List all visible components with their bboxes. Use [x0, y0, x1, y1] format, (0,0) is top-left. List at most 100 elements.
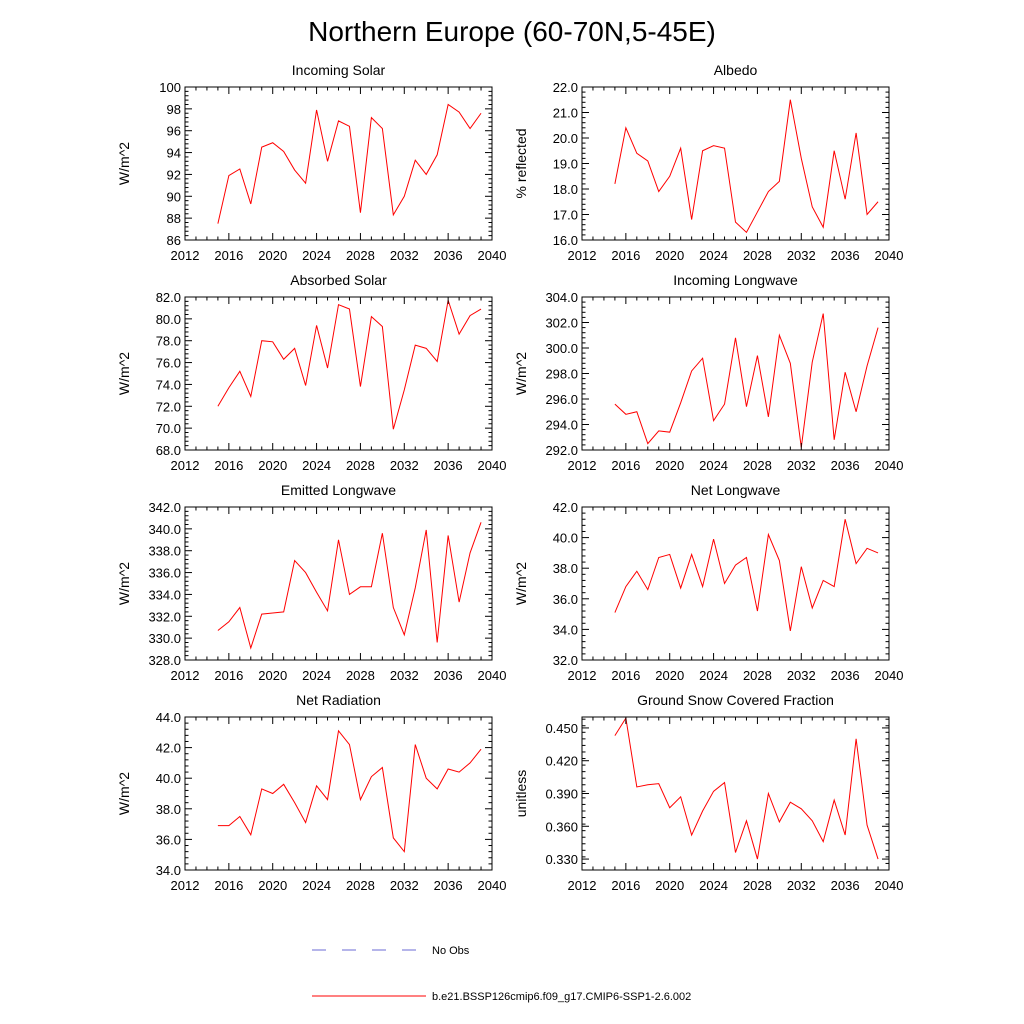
x-tick-label: 2024 — [302, 878, 331, 893]
y-tick-label: 98 — [167, 102, 181, 117]
panel-title: Incoming Longwave — [673, 272, 798, 288]
x-tick-label: 2012 — [171, 248, 200, 263]
y-axis-label: W/m^2 — [116, 562, 132, 605]
x-tick-label: 2020 — [655, 458, 684, 473]
y-tick-label: 76.0 — [156, 356, 181, 371]
x-tick-label: 2028 — [743, 668, 772, 683]
y-tick-label: 44.0 — [156, 710, 181, 725]
y-tick-label: 80.0 — [156, 312, 181, 327]
y-tick-label: 72.0 — [156, 399, 181, 414]
x-tick-label: 2020 — [258, 668, 287, 683]
x-tick-label: 2040 — [478, 668, 507, 683]
x-tick-label: 2032 — [390, 878, 419, 893]
legend-obs-label: No Obs — [432, 945, 470, 957]
y-tick-label: 88 — [167, 211, 181, 226]
y-tick-label: 38.0 — [553, 561, 578, 576]
plot-frame — [184, 506, 493, 661]
y-tick-label: 34.0 — [553, 622, 578, 637]
x-tick-label: 2040 — [875, 668, 904, 683]
y-tick-label: 94 — [167, 146, 181, 161]
y-tick-label: 40.0 — [156, 771, 181, 786]
y-tick-label: 0.450 — [545, 721, 578, 736]
y-tick-label: 296.0 — [545, 392, 578, 407]
y-tick-label: 78.0 — [156, 334, 181, 349]
series-line — [217, 729, 482, 853]
y-tick-label: 300.0 — [545, 341, 578, 356]
x-tick-label: 2028 — [346, 458, 375, 473]
y-tick-label: 40.0 — [553, 531, 578, 546]
figure-title: Northern Europe (60-70N,5-45E) — [308, 16, 716, 47]
y-tick-label: 19.0 — [553, 157, 578, 172]
x-tick-label: 2020 — [258, 878, 287, 893]
series-line — [217, 522, 482, 650]
x-tick-label: 2012 — [171, 668, 200, 683]
x-tick-label: 2032 — [787, 458, 816, 473]
x-tick-label: 2024 — [302, 458, 331, 473]
x-tick-label: 2036 — [434, 878, 463, 893]
panel-title: Albedo — [714, 62, 758, 78]
x-tick-label: 2040 — [478, 248, 507, 263]
plot-frame — [184, 86, 493, 241]
panel-title: Emitted Longwave — [281, 482, 396, 498]
x-tick-label: 2036 — [831, 458, 860, 473]
x-tick-label: 2016 — [214, 458, 243, 473]
plot-frame — [581, 296, 890, 451]
series-line — [217, 300, 482, 430]
x-tick-label: 2012 — [568, 248, 597, 263]
x-tick-label: 2016 — [214, 248, 243, 263]
chart-panel-6: Net Longwave W/m^2 2012 2016 2020 2024 2028 203… — [513, 482, 903, 683]
y-tick-label: 292.0 — [545, 443, 578, 458]
chart-panel-7: Net Radiation W/m^2 2012 2016 2020 2024 2028 20… — [116, 692, 506, 893]
y-tick-label: 90 — [167, 189, 181, 204]
y-tick-label: 330.0 — [148, 631, 181, 646]
panel-title: Absorbed Solar — [290, 272, 387, 288]
x-tick-label: 2036 — [434, 668, 463, 683]
y-tick-label: 86 — [167, 233, 181, 248]
y-tick-label: 342.0 — [148, 500, 181, 515]
y-axis-label: % reflected — [513, 128, 529, 198]
chart-panel-4: Incoming Longwave W/m^2 2012 2016 2020 2024 20… — [513, 272, 903, 473]
x-tick-label: 2020 — [655, 878, 684, 893]
y-tick-label: 336.0 — [148, 566, 181, 581]
y-tick-label: 338.0 — [148, 544, 181, 559]
chart-panel-1: Incoming Solar W/m^2 2012 2016 2020 2024 2028 2… — [116, 62, 506, 263]
y-tick-label: 34.0 — [156, 863, 181, 878]
panel-title: Incoming Solar — [292, 62, 386, 78]
y-tick-label: 100 — [159, 80, 181, 95]
x-tick-label: 2024 — [302, 668, 331, 683]
x-tick-label: 2032 — [390, 248, 419, 263]
x-tick-label: 2012 — [568, 668, 597, 683]
x-tick-label: 2040 — [478, 878, 507, 893]
y-tick-label: 328.0 — [148, 653, 181, 668]
panel-title: Ground Snow Covered Fraction — [637, 692, 834, 708]
y-tick-label: 22.0 — [553, 80, 578, 95]
x-tick-label: 2028 — [346, 878, 375, 893]
y-tick-label: 302.0 — [545, 316, 578, 331]
panel-title: Net Longwave — [691, 482, 781, 498]
x-tick-label: 2036 — [831, 248, 860, 263]
x-tick-label: 2016 — [611, 668, 640, 683]
x-tick-label: 2032 — [787, 668, 816, 683]
x-tick-label: 2020 — [655, 248, 684, 263]
y-tick-label: 32.0 — [553, 653, 578, 668]
x-tick-label: 2020 — [258, 458, 287, 473]
y-tick-label: 20.0 — [553, 131, 578, 146]
legend: No Obs b.e21.BSSP126cmip6.f09_g17.CMIP6-… — [312, 945, 691, 1003]
plot-frame — [184, 716, 493, 871]
panel-grid: Incoming Solar W/m^2 2012 2016 2020 2024 2028 2… — [116, 62, 903, 893]
y-tick-label: 96 — [167, 124, 181, 139]
y-axis-label: W/m^2 — [116, 142, 132, 185]
y-tick-label: 0.330 — [545, 852, 578, 867]
legend-model-label: b.e21.BSSP126cmip6.f09_g17.CMIP6-SSP1-2.… — [432, 991, 691, 1003]
series-line — [614, 716, 879, 860]
x-tick-label: 2040 — [875, 458, 904, 473]
x-tick-label: 2020 — [655, 668, 684, 683]
y-tick-label: 68.0 — [156, 443, 181, 458]
y-tick-label: 16.0 — [553, 233, 578, 248]
plot-frame — [184, 296, 493, 451]
series-line — [217, 103, 482, 224]
y-axis-label: unitless — [513, 770, 529, 817]
y-tick-label: 304.0 — [545, 290, 578, 305]
x-tick-label: 2040 — [875, 248, 904, 263]
